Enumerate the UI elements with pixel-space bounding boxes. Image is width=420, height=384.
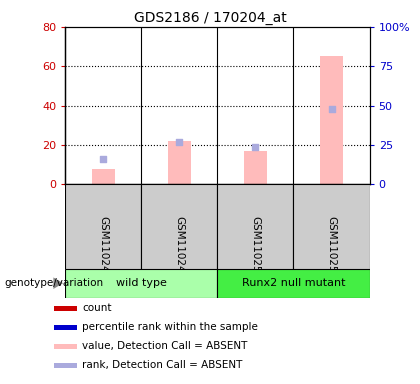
Text: GSM110251: GSM110251 bbox=[326, 217, 336, 280]
Bar bbox=[65, 269, 218, 298]
Point bbox=[100, 156, 107, 162]
Bar bbox=[141, 184, 218, 269]
Bar bbox=[218, 269, 370, 298]
Text: wild type: wild type bbox=[116, 278, 167, 288]
Bar bbox=[54, 306, 77, 311]
Bar bbox=[218, 184, 294, 269]
Bar bbox=[244, 151, 267, 184]
Text: GDS2186 / 170204_at: GDS2186 / 170204_at bbox=[134, 11, 286, 25]
Text: GSM110249: GSM110249 bbox=[174, 217, 184, 280]
Text: percentile rank within the sample: percentile rank within the sample bbox=[82, 322, 258, 332]
Text: rank, Detection Call = ABSENT: rank, Detection Call = ABSENT bbox=[82, 360, 242, 370]
Text: GSM110250: GSM110250 bbox=[250, 217, 260, 280]
Polygon shape bbox=[53, 277, 63, 289]
Bar bbox=[320, 56, 343, 184]
Text: Runx2 null mutant: Runx2 null mutant bbox=[242, 278, 345, 288]
Point bbox=[328, 106, 335, 112]
Point bbox=[176, 139, 183, 145]
Text: genotype/variation: genotype/variation bbox=[4, 278, 103, 288]
Bar bbox=[92, 169, 115, 184]
Bar bbox=[54, 362, 77, 368]
Bar bbox=[54, 344, 77, 349]
Text: GSM110248: GSM110248 bbox=[98, 217, 108, 280]
Bar bbox=[65, 184, 141, 269]
Bar bbox=[294, 184, 370, 269]
Bar bbox=[168, 141, 191, 184]
Text: value, Detection Call = ABSENT: value, Detection Call = ABSENT bbox=[82, 341, 247, 351]
Bar bbox=[54, 324, 77, 330]
Text: count: count bbox=[82, 303, 111, 313]
Point bbox=[252, 144, 259, 150]
